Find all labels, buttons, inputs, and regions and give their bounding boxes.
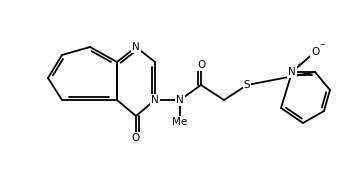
- Text: N: N: [176, 95, 184, 105]
- Text: Me: Me: [172, 117, 188, 127]
- Text: +: +: [296, 62, 302, 68]
- Text: S: S: [244, 80, 250, 90]
- Text: O: O: [311, 47, 319, 57]
- Text: O: O: [132, 133, 140, 143]
- Text: −: −: [319, 42, 325, 48]
- Text: O: O: [197, 60, 205, 70]
- Text: N: N: [132, 42, 140, 52]
- Text: N: N: [151, 95, 159, 105]
- Text: N: N: [288, 67, 296, 77]
